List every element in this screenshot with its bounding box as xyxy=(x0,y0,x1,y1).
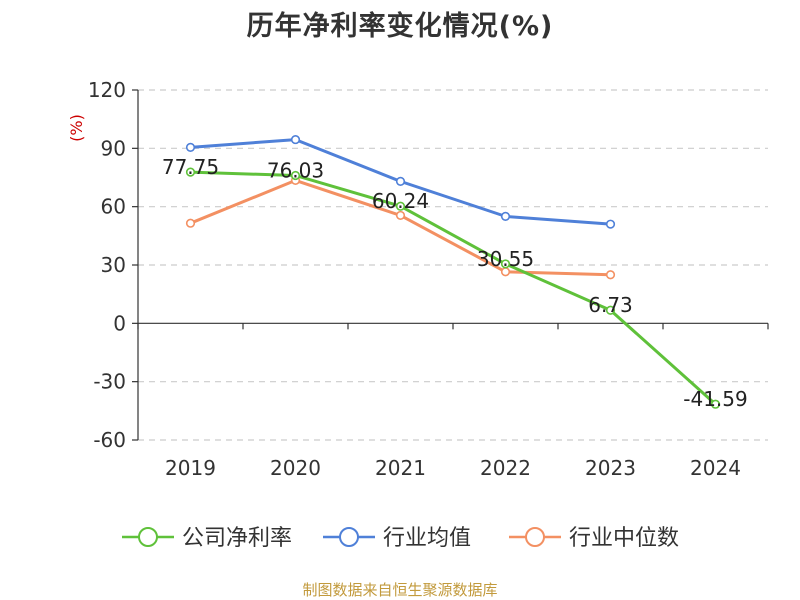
data-point xyxy=(605,270,616,280)
data-point xyxy=(605,219,616,229)
x-tick-label: 2021 xyxy=(375,456,426,480)
legend-item: 公司净利率 xyxy=(122,526,292,551)
legend-marker xyxy=(138,527,158,547)
y-axis-label: (%) xyxy=(67,114,86,142)
legend-item: 行业中位数 xyxy=(509,526,679,551)
data-point xyxy=(395,176,406,186)
x-tick-label: 2022 xyxy=(480,456,531,480)
data-label: 76.03 xyxy=(267,158,324,182)
data-point xyxy=(185,218,196,228)
data-label: 6.73 xyxy=(588,293,633,317)
data-point xyxy=(500,259,511,269)
data-point xyxy=(290,170,301,181)
data-label: 60.24 xyxy=(372,189,429,213)
data-label: 77.75 xyxy=(162,155,219,179)
axes: 120 90 60 30 0 -30 -60 2019 2020 2021 2022 2023 2024… xyxy=(67,78,769,480)
data-point xyxy=(185,167,196,177)
data-point xyxy=(290,134,301,145)
legend-label: 行业中位数 xyxy=(569,526,679,551)
data-label: 30.55 xyxy=(477,247,534,271)
series-lines xyxy=(185,134,721,409)
source-note: 制图数据来自恒生聚源数据库 xyxy=(302,581,498,599)
data-point xyxy=(605,305,616,315)
x-tick-label: 2019 xyxy=(165,456,216,480)
legend-marker xyxy=(339,527,359,547)
chart-title: 历年净利率变化情况(%) xyxy=(246,11,554,42)
x-tick-label: 2023 xyxy=(585,456,636,480)
x-tick-label: 2020 xyxy=(270,456,321,480)
data-label: -41.59 xyxy=(683,387,747,411)
data-point xyxy=(395,210,406,221)
data-point xyxy=(500,211,511,221)
data-point xyxy=(710,399,721,409)
y-tick-label: 90 xyxy=(101,136,126,160)
y-tick-label: 120 xyxy=(88,78,126,102)
x-tick-label: 2024 xyxy=(690,456,741,480)
data-point xyxy=(185,142,196,152)
y-tick-label: 60 xyxy=(101,195,126,219)
legend: 公司净利率 行业均值 行业中位数 xyxy=(122,526,679,551)
y-tick-label: 0 xyxy=(113,311,126,335)
legend-label: 公司净利率 xyxy=(182,526,292,551)
y-tick-label: 30 xyxy=(101,253,126,277)
legend-marker xyxy=(525,527,545,547)
y-tick-label: -30 xyxy=(93,370,126,394)
y-tick-label: -60 xyxy=(93,428,126,452)
legend-label: 行业均值 xyxy=(383,526,471,551)
data-point xyxy=(395,201,406,211)
legend-item: 行业均值 xyxy=(323,526,471,551)
series-line xyxy=(190,170,717,406)
grid-lines xyxy=(138,89,768,441)
data-labels: 77.75 76.03 60.24 30.55 6.73 -41.59 xyxy=(162,155,748,411)
